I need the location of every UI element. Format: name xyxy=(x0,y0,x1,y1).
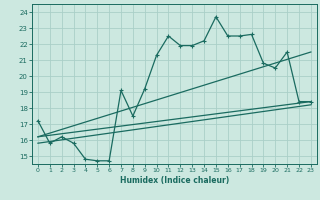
X-axis label: Humidex (Indice chaleur): Humidex (Indice chaleur) xyxy=(120,176,229,185)
